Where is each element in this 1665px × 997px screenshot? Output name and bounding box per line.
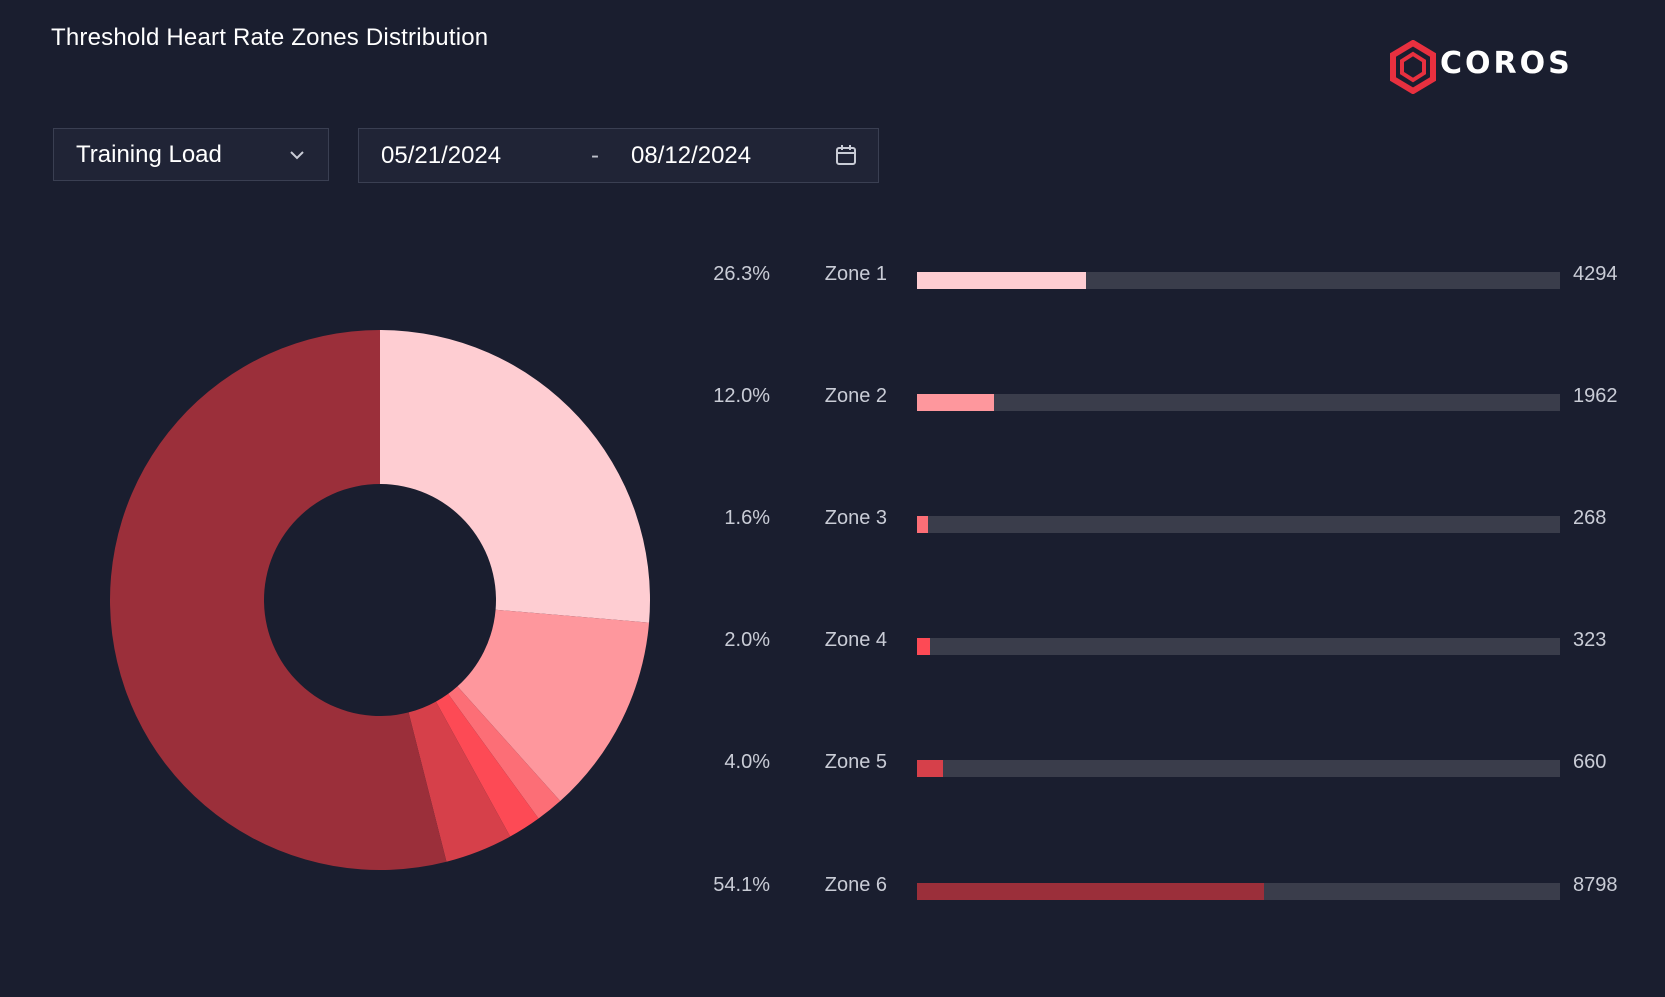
coros-hexagon-icon — [1390, 39, 1436, 95]
zone-6-label: Zone 6 — [824, 874, 887, 896]
donut-slice-zone-4 — [435, 693, 539, 837]
page-title: Threshold Heart Rate Zones Distribution — [51, 24, 489, 51]
metric-select[interactable]: Training Load — [53, 128, 329, 181]
zone-3-value: 268 — [1573, 507, 1607, 529]
chevron-down-icon — [290, 150, 304, 159]
zone-4-percent: 2.0% — [724, 629, 770, 651]
zone-3-bar-track — [917, 516, 1560, 533]
calendar-icon[interactable] — [834, 143, 858, 167]
zone-1-bar-fill — [917, 272, 1087, 289]
date-separator: - — [591, 142, 599, 169]
zone-1-percent: 26.3% — [713, 263, 770, 285]
zone-2-bar-fill — [917, 394, 995, 411]
donut-slice-zone-5 — [408, 701, 511, 862]
zones-donut-chart — [110, 330, 650, 870]
brand-name: COROS — [1440, 46, 1573, 81]
start-date-input[interactable]: 05/21/2024 — [381, 142, 502, 169]
date-range-picker[interactable]: 05/21/2024 - 08/12/2024 — [358, 128, 879, 183]
zone-2-value: 1962 — [1573, 385, 1618, 407]
donut-slice-zone-6 — [110, 330, 447, 870]
zone-1-value: 4294 — [1573, 263, 1618, 285]
zone-5-bar-fill — [917, 760, 944, 777]
end-date-input[interactable]: 08/12/2024 — [631, 142, 752, 169]
metric-select-value: Training Load — [76, 140, 222, 168]
zone-3-label: Zone 3 — [824, 507, 887, 529]
zone-2-percent: 12.0% — [713, 385, 770, 407]
zone-2-label: Zone 2 — [824, 385, 887, 407]
donut-slice-zone-2 — [457, 609, 650, 802]
zone-6-percent: 54.1% — [713, 874, 770, 896]
donut-slice-zone-1 — [380, 330, 650, 623]
zone-3-bar-fill — [917, 516, 928, 533]
zone-1-bar-track — [917, 272, 1560, 289]
zone-4-label: Zone 4 — [824, 629, 887, 651]
zone-5-label: Zone 5 — [824, 751, 887, 773]
zone-1-label: Zone 1 — [824, 263, 887, 285]
donut-slice-zone-3 — [448, 686, 561, 819]
zone-4-bar-track — [917, 638, 1560, 655]
zone-6-bar-fill — [917, 883, 1264, 900]
zone-6-bar-track — [917, 883, 1560, 900]
zone-4-bar-fill — [917, 638, 930, 655]
zone-6-value: 8798 — [1573, 874, 1618, 896]
coros-logo: COROS — [1388, 39, 1598, 95]
zone-2-bar-track — [917, 394, 1560, 411]
zone-5-value: 660 — [1573, 751, 1607, 773]
zone-4-value: 323 — [1573, 629, 1607, 651]
zone-5-bar-track — [917, 760, 1560, 777]
zone-5-percent: 4.0% — [724, 751, 770, 773]
zone-3-percent: 1.6% — [724, 507, 770, 529]
